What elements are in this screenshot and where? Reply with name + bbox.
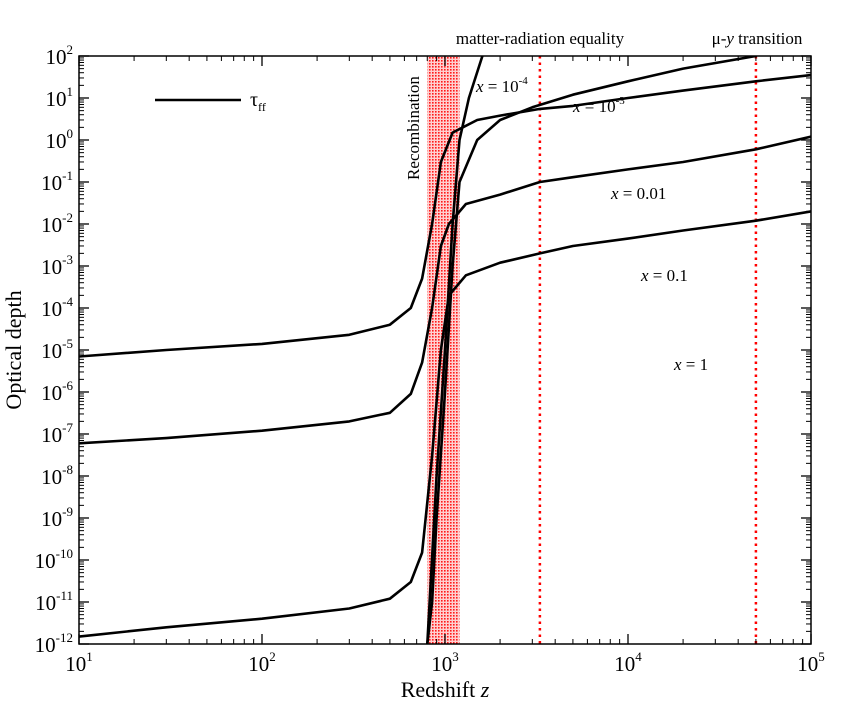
axis-ticks: [78, 55, 812, 645]
legend: τff: [155, 89, 266, 114]
matter-radiation-equality-label: matter-radiation equality: [456, 29, 625, 48]
mu-y-transition-label: μ-y transition: [712, 29, 803, 48]
x-tick-label: 102: [248, 649, 276, 676]
y-tick-label: 102: [46, 42, 74, 69]
y-axis-label: Optical depth: [1, 290, 26, 409]
series-curve-2: [79, 73, 811, 358]
x-tick-labels: 101 102 103 104 105: [65, 649, 825, 676]
x-tick-label: 105: [797, 649, 825, 676]
y-tick-label: 10-4: [41, 294, 73, 321]
series-curve-1: [426, 56, 758, 644]
series-label-x-0.1: x = 0.1: [640, 266, 688, 285]
x-tick-label: 101: [65, 649, 93, 676]
series-curve-4: [79, 210, 811, 638]
y-tick-label: 101: [46, 84, 74, 111]
legend-label: τff: [250, 89, 266, 114]
x-axis-label: Redshift z: [401, 677, 490, 702]
curves-group: [79, 56, 811, 644]
series-label-x-1e-4: x = 10-4: [475, 75, 528, 96]
y-tick-label: 10-6: [41, 378, 73, 405]
series-label-x-0.01: x = 0.01: [610, 184, 666, 203]
y-tick-label: 10-11: [35, 588, 73, 615]
y-tick-label: 10-5: [41, 336, 73, 363]
x-tick-label: 103: [431, 649, 459, 676]
series-label-x-1e-3: x = 10-3: [572, 95, 625, 116]
y-tick-label: 10-8: [41, 462, 73, 489]
y-tick-label: 10-2: [41, 210, 73, 237]
x-tick-label: 104: [614, 649, 642, 676]
y-tick-labels: 10-12 10-11 10-10 10-9 10-8 10-7 10-6 10-5 10-4 1…: [35, 42, 74, 657]
series-label-x-1: x = 1: [673, 355, 708, 374]
recombination-label: Recombination: [404, 76, 423, 180]
y-tick-label: 10-12: [35, 630, 73, 657]
y-tick-label: 100: [46, 126, 74, 153]
y-tick-label: 10-7: [41, 420, 73, 447]
y-tick-label: 10-9: [41, 504, 73, 531]
y-tick-label: 10-10: [35, 546, 73, 573]
series-curve-3: [79, 135, 811, 445]
y-tick-label: 10-1: [41, 168, 73, 195]
series-curve-0: [426, 56, 484, 644]
y-tick-label: 10-3: [41, 252, 73, 279]
